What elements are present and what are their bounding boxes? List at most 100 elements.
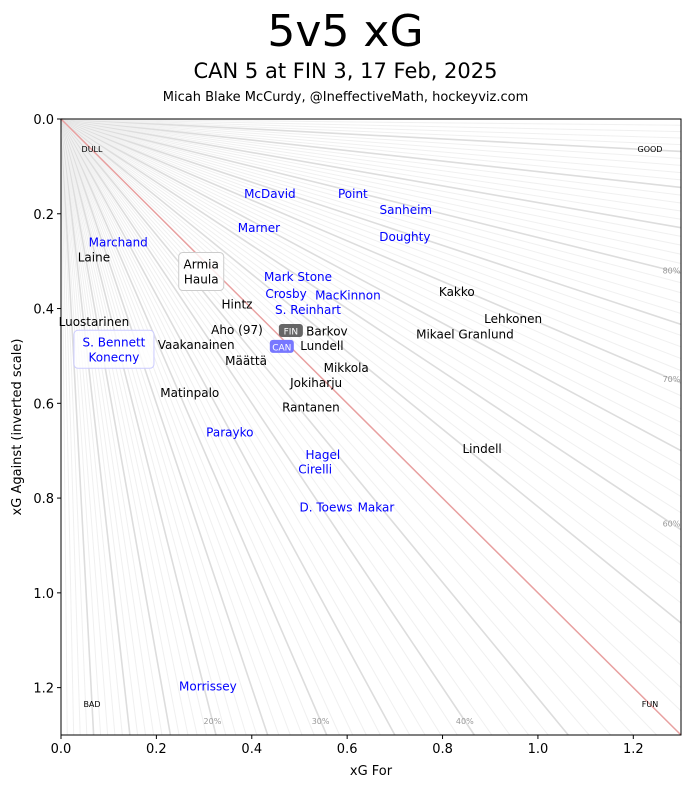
player-label: Kakko xyxy=(439,285,475,299)
ray-line xyxy=(60,118,682,497)
player-label: Parayko xyxy=(206,426,253,440)
ray-line xyxy=(60,118,682,423)
chart-subtitle: CAN 5 at FIN 3, 17 Feb, 2025 xyxy=(193,59,498,83)
player-label: Lindell xyxy=(462,442,501,456)
axes-frame xyxy=(60,118,682,736)
ray-line xyxy=(60,118,612,736)
diagonal-line xyxy=(60,118,682,736)
player-label: Sanheim xyxy=(380,203,433,217)
player-label: S. Bennett xyxy=(83,335,146,349)
percent-label: 70% xyxy=(663,375,681,384)
player-label: Määttä xyxy=(225,354,267,368)
ray-line xyxy=(60,118,682,624)
corner-label-bad: BAD xyxy=(83,700,100,709)
player-label: Doughty xyxy=(379,230,430,244)
player-label: D. Toews xyxy=(300,501,353,515)
player-label: McDavid xyxy=(244,187,296,201)
player-label: Rantanen xyxy=(282,401,340,415)
chart-credit: Micah Blake McCurdy, @IneffectiveMath, h… xyxy=(162,90,529,105)
ray-line xyxy=(60,118,682,336)
ray-line xyxy=(60,118,658,736)
x-tick-label: 0.6 xyxy=(337,742,358,757)
ray-line xyxy=(60,118,682,146)
ray-line xyxy=(60,118,682,712)
x-tick-label: 0.8 xyxy=(432,742,453,757)
player-label: Matinpalo xyxy=(160,386,219,400)
ray-line xyxy=(60,118,381,736)
ray-line xyxy=(60,118,682,348)
player-label: Lehkonen xyxy=(484,312,542,326)
player-label: Mikkola xyxy=(324,361,369,375)
ray-line xyxy=(60,118,682,174)
ray-line xyxy=(60,118,682,604)
ray-line xyxy=(60,118,426,736)
team-badge-can xyxy=(269,339,294,353)
player-group-box xyxy=(73,329,155,369)
ray-line xyxy=(60,118,682,264)
player-label: Armia xyxy=(184,258,219,272)
ray-line xyxy=(60,118,88,736)
ray-line xyxy=(60,118,189,736)
ray-line xyxy=(60,118,682,212)
player-label: Haula xyxy=(184,273,219,287)
ray-line xyxy=(60,118,682,246)
ray-line xyxy=(60,118,682,548)
y-axis-label: xG Against (inverted scale) xyxy=(10,339,25,516)
ray-line xyxy=(60,118,682,294)
ray-line xyxy=(60,118,682,466)
ray-line xyxy=(60,118,634,736)
ray-line xyxy=(60,118,682,514)
ray-line xyxy=(60,118,569,736)
team-badge-label: CAN xyxy=(272,343,291,353)
ray-line xyxy=(60,118,682,220)
team-badge-fin xyxy=(278,323,303,337)
ray-line xyxy=(60,118,269,736)
ray-line xyxy=(60,118,207,736)
player-label: Point xyxy=(338,187,368,201)
ray-line xyxy=(60,118,682,315)
player-label: Barkov xyxy=(306,325,347,339)
player-label: S. Reinhart xyxy=(275,303,341,317)
y-tick-label: 0.2 xyxy=(33,208,54,223)
ray-line xyxy=(60,118,682,255)
player-label: MacKinnon xyxy=(315,289,381,303)
ray-line xyxy=(60,118,291,736)
player-label: Cirelli xyxy=(298,463,332,477)
ray-line xyxy=(60,118,328,736)
ray-line xyxy=(60,118,682,326)
player-label: Luostarinen xyxy=(59,315,130,329)
y-tick-label: 1.2 xyxy=(33,682,54,697)
ray-line xyxy=(60,118,682,126)
y-tick-label: 1.0 xyxy=(33,587,54,602)
ray-line xyxy=(60,118,458,736)
player-label: Konecny xyxy=(88,350,139,364)
team-badge-label: FIN xyxy=(284,327,299,337)
ray-line xyxy=(60,118,682,397)
player-label: Hagel xyxy=(305,448,340,462)
ray-line xyxy=(60,118,682,585)
ray-line xyxy=(60,118,682,384)
ray-line xyxy=(60,118,81,736)
chart-title: 5v5 xG xyxy=(267,6,424,57)
ray-line xyxy=(60,118,341,736)
ray-line xyxy=(60,118,549,736)
ray-line xyxy=(60,118,682,139)
ray-line xyxy=(60,118,682,482)
ray-line xyxy=(60,118,682,304)
ray-line xyxy=(60,118,682,181)
percent-label: 20% xyxy=(204,717,222,726)
x-tick-label: 0.4 xyxy=(241,742,262,757)
x-tick-label: 0.0 xyxy=(51,742,72,757)
player-label: Jokiharju xyxy=(289,376,342,390)
ray-line xyxy=(60,118,682,437)
ray-line xyxy=(60,118,493,736)
ray-line xyxy=(60,118,682,166)
ray-line xyxy=(60,118,682,410)
ray-line xyxy=(60,118,682,237)
ray-line xyxy=(60,118,217,736)
ray-line xyxy=(60,118,237,736)
ray-line xyxy=(60,118,682,531)
corner-label-fun: FUN xyxy=(642,700,658,709)
ray-line xyxy=(60,118,227,736)
